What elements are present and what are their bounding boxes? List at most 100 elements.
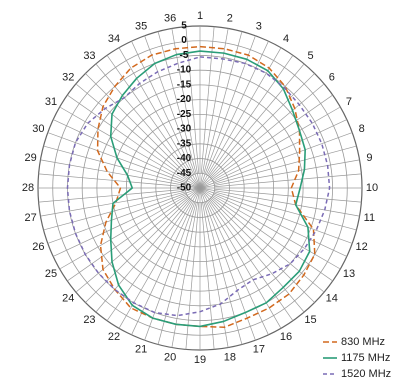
grid-spoke (214, 173, 362, 188)
grid-spoke (199, 187, 282, 329)
angle-tick-label: 32 (62, 71, 74, 83)
angle-tick-label: 11 (364, 212, 375, 224)
angle-tick-label: 28 (22, 182, 34, 194)
angle-tick-label: 6 (329, 71, 335, 83)
legend-label: 1520 MHz (341, 368, 391, 380)
grid-spoke (213, 119, 347, 183)
angle-tick-label: 24 (62, 293, 74, 305)
grid-spoke (211, 94, 333, 180)
grid-spoke (40, 159, 201, 189)
grid-spoke (200, 202, 215, 350)
radial-tick-label: -45 (177, 168, 192, 179)
grid-spoke (43, 191, 186, 231)
angle-tick-label: 12 (356, 241, 368, 253)
radial-tick-label: -50 (177, 183, 192, 194)
grid-spoke (144, 187, 201, 341)
radial-labels: 5 0 -5 -10 -15 -20 -25 -30 -35 -40 -45 -50 (177, 21, 192, 194)
grid-spoke (199, 132, 353, 189)
series-line-2 (109, 50, 311, 328)
grid-spoke (131, 41, 195, 175)
grid-spoke (75, 83, 201, 189)
radial-tick-label: -20 (177, 94, 192, 105)
grid-spoke (53, 193, 187, 257)
angle-tick-label: 16 (280, 331, 292, 343)
grid-spoke (214, 191, 357, 231)
grid-spoke (208, 55, 294, 177)
angle-tick-label: 17 (253, 344, 265, 356)
angle-tick-label: 4 (283, 33, 289, 45)
angle-tick-label: 7 (346, 96, 352, 108)
grid-spoke (118, 47, 201, 189)
angle-tick-label: 35 (135, 20, 147, 32)
grid-spoke (199, 187, 341, 270)
grid-spoke (171, 187, 201, 348)
grid-spoke (210, 198, 315, 303)
angle-tick-label: 3 (256, 20, 262, 32)
radial-tick-label: -35 (177, 138, 192, 149)
grid-spoke (185, 26, 200, 174)
series-line-3 (66, 56, 331, 317)
angle-tick-label: 8 (359, 123, 365, 135)
grid-spoke (38, 188, 186, 203)
legend: 830 MHz 1175 MHz 1520 MHz (323, 336, 391, 380)
angle-tick-label: 18 (224, 351, 236, 363)
angle-tick-label: 20 (164, 351, 176, 363)
angle-tick-label: 1 (197, 10, 203, 22)
angle-tick-label: 14 (326, 293, 338, 305)
grid-spoke (38, 173, 186, 188)
grid-spoke (199, 159, 360, 189)
grid-spoke (144, 35, 201, 189)
angle-tick-label: 15 (304, 314, 316, 326)
angle-tick-label: 34 (108, 33, 120, 45)
angle-tick-label: 19 (194, 354, 206, 366)
angle-tick-label: 26 (32, 241, 44, 253)
angle-tick-label: 25 (45, 268, 57, 280)
grid-spoke (40, 187, 201, 217)
grid-spoke (199, 35, 256, 189)
angle-tick-label: 2 (227, 13, 233, 25)
angle-tick-label: 5 (307, 50, 313, 62)
grid-spoke (59, 187, 201, 270)
angle-tick-label: 33 (83, 50, 95, 62)
grid-spoke (59, 106, 201, 189)
grid-spoke (199, 187, 353, 244)
angle-tick-label: 22 (108, 331, 120, 343)
grid-spoke (205, 41, 269, 175)
angle-tick-label: 21 (135, 344, 147, 356)
angle-tick-label: 27 (24, 212, 36, 224)
angle-tick-label: 30 (32, 123, 44, 135)
legend-label: 1175 MHz (341, 352, 390, 364)
grid-spoke (53, 119, 187, 183)
grid-spoke (199, 106, 341, 189)
angle-tick-label: 9 (366, 152, 372, 164)
radial-tick-label: 5 (181, 21, 187, 32)
grid-spoke (47, 187, 201, 244)
grid-spoke (214, 188, 362, 203)
angle-tick-label: 13 (343, 268, 355, 280)
grid-spoke (199, 187, 256, 341)
grid-spoke (157, 31, 197, 174)
grid-spoke (199, 28, 229, 189)
grid-spoke (203, 31, 243, 174)
grid-spoke (95, 63, 201, 189)
radial-tick-label: 0 (181, 35, 187, 46)
grid-spoke (200, 26, 215, 174)
grid-spoke (199, 63, 305, 189)
polar-grid (37, 25, 363, 351)
legend-label: 830 MHz (341, 336, 385, 348)
grid-spoke (214, 145, 357, 185)
radial-tick-label: -30 (177, 124, 192, 135)
grid-spoke (75, 187, 201, 293)
grid-spoke (85, 73, 190, 178)
radial-tick-label: -15 (177, 79, 192, 90)
grid-spoke (106, 199, 192, 321)
angle-tick-label: 10 (366, 182, 378, 194)
radial-tick-label: -10 (177, 65, 192, 76)
grid-spoke (95, 187, 201, 313)
angle-tick-label: 29 (24, 152, 36, 164)
grid-spoke (106, 55, 192, 177)
radial-tick-label: -25 (177, 109, 192, 120)
grid-spoke (199, 187, 305, 313)
angle-tick-label: 23 (83, 314, 95, 326)
